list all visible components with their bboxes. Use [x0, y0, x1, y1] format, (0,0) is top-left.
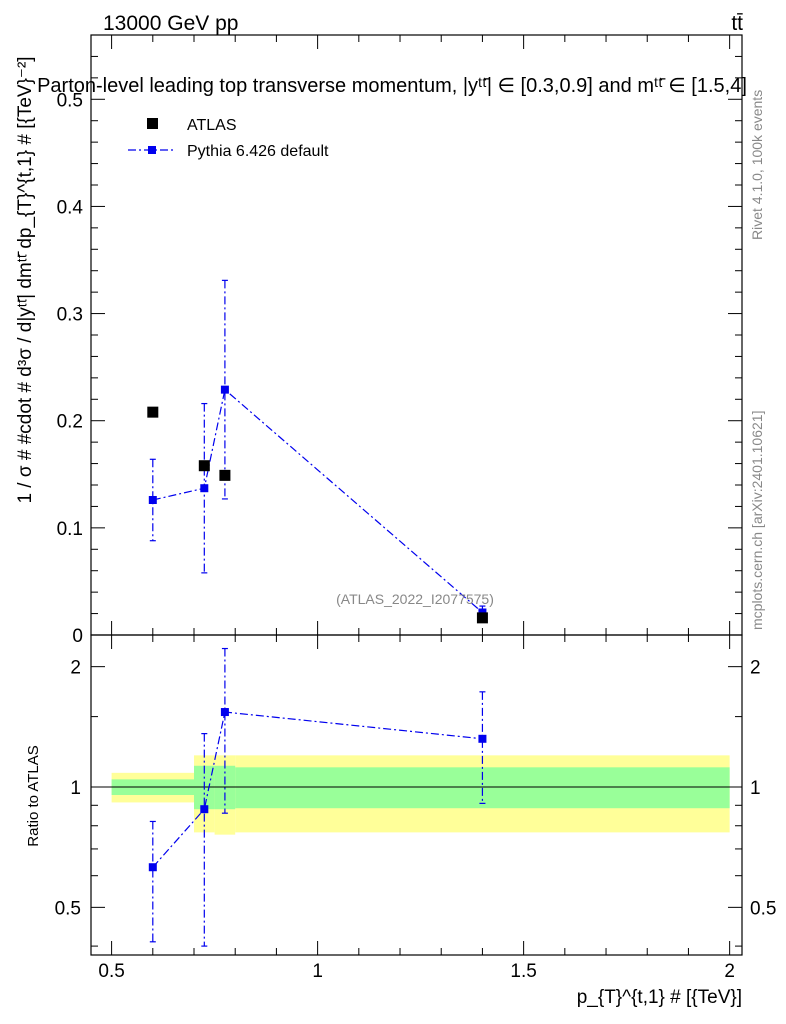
- pythia-point: [200, 484, 209, 493]
- main-ytick-label: 0: [72, 626, 83, 647]
- main-ytick-label: 0.1: [57, 519, 83, 540]
- ratio-ytick-label: 0.5: [55, 898, 81, 919]
- rivet-label: Rivet 4.1.0, 100k events: [749, 90, 765, 240]
- legend-pythia-label: Pythia 6.426 default: [187, 143, 329, 160]
- main-series: [147, 279, 488, 624]
- main-ytick-label: 0.4: [57, 197, 84, 218]
- legend-atlas-marker: [147, 118, 158, 129]
- ratio-ytick-label-right: 0.5: [750, 898, 776, 919]
- source-label: mcplots.cern.ch [arXiv:2401.10621]: [749, 411, 765, 630]
- ratio-ytick-label-right: 1: [750, 778, 761, 799]
- legend-pythia-marker: [148, 146, 156, 154]
- x-axis-label: p_{T}^{t,1} # [{TeV}]: [577, 987, 742, 1008]
- analysis-label: (ATLAS_2022_I2077575): [336, 591, 494, 607]
- ratio-pythia-point: [200, 805, 209, 814]
- ratio-xtick-label: 2: [724, 961, 735, 982]
- ratio-xtick-label: 1.5: [510, 961, 536, 982]
- ratio-panel-frame: [90, 634, 743, 956]
- pythia-point: [220, 385, 229, 394]
- ratio-xtick-label: 1: [312, 961, 323, 982]
- ratio-series: [148, 647, 487, 947]
- ratio-pythia-point: [148, 863, 157, 872]
- pythia-point: [148, 496, 157, 504]
- atlas-point: [219, 469, 231, 481]
- ratio-pythia-point: [478, 734, 487, 743]
- ratio-axis-ticks: 0.5 0.5 1 1 2 2 0.5 1 1.5 2: [55, 635, 776, 982]
- ratio-ytick-label: 1: [70, 778, 81, 799]
- ratio-ytick-label: 2: [70, 658, 81, 679]
- main-ytick-label: 0.3: [57, 305, 83, 326]
- atlas-point: [476, 612, 488, 624]
- pythia-series-line: [152, 388, 483, 613]
- ratio-y-axis-label: Ratio to ATLAS: [25, 745, 42, 846]
- energy-label: 13000 GeV pp: [103, 12, 238, 35]
- atlas-point: [198, 460, 210, 472]
- plot-title: Parton-level leading top transverse mome…: [37, 75, 747, 97]
- legend-atlas-label: ATLAS: [187, 117, 237, 134]
- ratio-pythia-line: [152, 711, 483, 868]
- ratio-pythia-point: [220, 708, 229, 717]
- main-ytick-label: 0.2: [57, 412, 83, 433]
- atlas-point: [147, 406, 159, 418]
- process-label: tt̄: [731, 12, 743, 35]
- legend: ATLAS Pythia 6.426 default: [128, 117, 329, 160]
- main-axis-ticks: 0 0.1 0.2 0.3 0.4 0.5: [57, 35, 742, 647]
- ratio-xtick-label: 0.5: [98, 961, 124, 982]
- main-ytick-label: 0.5: [57, 90, 83, 111]
- main-y-axis-label: 1 / σ # #cdot # d³σ / d|yᵗᵗ̄| dmᵗᵗ̄ dp_{…: [15, 56, 36, 503]
- ratio-ytick-label-right: 2: [750, 658, 761, 679]
